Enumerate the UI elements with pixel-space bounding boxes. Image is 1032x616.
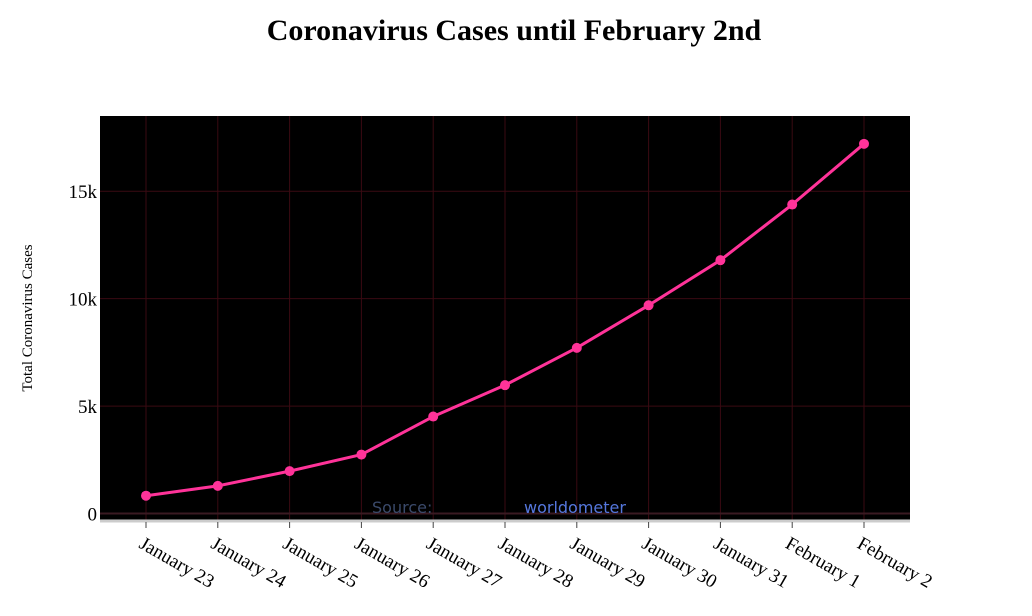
data-point[interactable] bbox=[284, 466, 295, 477]
x-tick-label: January 28 bbox=[495, 533, 577, 593]
data-point[interactable] bbox=[787, 199, 798, 210]
data-point[interactable] bbox=[715, 255, 726, 266]
x-tick-label: January 29 bbox=[566, 533, 648, 593]
data-point[interactable] bbox=[212, 480, 223, 491]
x-tick-label: January 27 bbox=[423, 533, 505, 593]
y-tick-label: 10k bbox=[69, 290, 98, 311]
data-point[interactable] bbox=[428, 411, 439, 422]
y-axis-ticks: 0 5k 10k 15k bbox=[69, 182, 98, 525]
series-total-cases bbox=[141, 138, 869, 501]
y-axis-title: Total Coronavirus Cases bbox=[20, 244, 36, 391]
x-tick-label: January 26 bbox=[351, 533, 433, 593]
x-tick-label: February 1 bbox=[782, 533, 864, 593]
source-link[interactable]: worldometer bbox=[524, 498, 626, 517]
data-point[interactable] bbox=[141, 490, 151, 501]
x-tick-label: January 25 bbox=[279, 533, 361, 593]
source-annotation: Source: worldometer bbox=[372, 498, 626, 517]
grid-lines bbox=[100, 116, 910, 520]
chart-title: Coronavirus Cases until February 2nd bbox=[267, 14, 762, 47]
data-point[interactable] bbox=[356, 449, 367, 460]
x-tick-label: February 2 bbox=[854, 533, 936, 593]
x-tick-label: January 30 bbox=[638, 533, 720, 593]
data-point[interactable] bbox=[571, 342, 582, 353]
data-point[interactable] bbox=[859, 138, 869, 149]
x-tick-label: January 23 bbox=[136, 533, 218, 593]
data-point[interactable] bbox=[643, 300, 654, 311]
data-point[interactable] bbox=[500, 380, 510, 391]
y-tick-label: 0 bbox=[88, 505, 98, 526]
y-tick-label: 15k bbox=[69, 182, 98, 203]
x-tick-label: January 24 bbox=[207, 533, 290, 593]
y-tick-label: 5k bbox=[78, 397, 98, 418]
x-tick-label: January 31 bbox=[710, 533, 792, 593]
source-prefix: Source: bbox=[372, 498, 432, 517]
